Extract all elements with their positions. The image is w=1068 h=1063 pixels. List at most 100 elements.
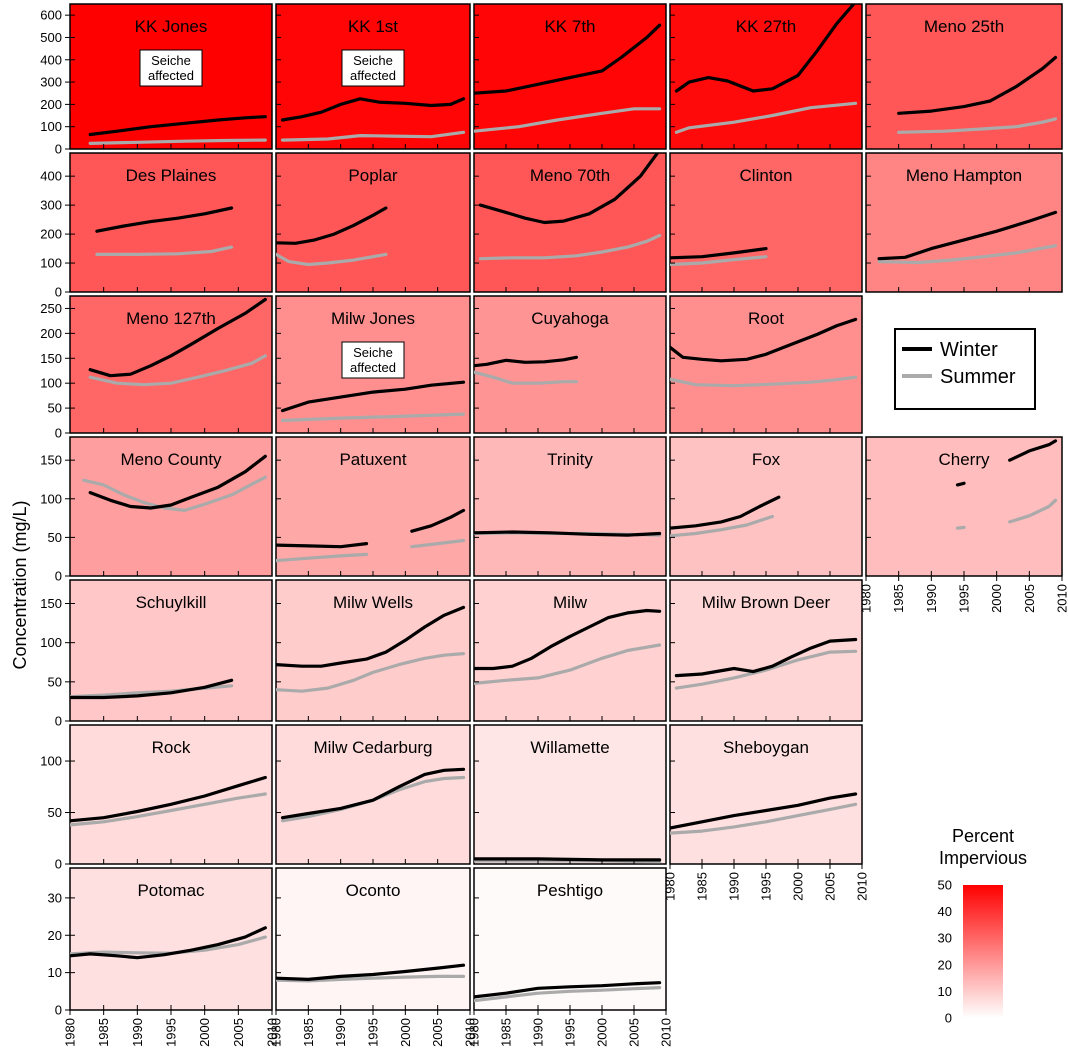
x-tick-label: 1995 <box>563 1018 578 1047</box>
annotation-box <box>341 341 405 379</box>
annotation-line: Seiche <box>151 53 191 68</box>
colorbar-tick-label: 10 <box>938 984 952 999</box>
panel-background <box>473 152 667 293</box>
panel-lines <box>280 97 466 142</box>
x-tick-label: 2005 <box>823 872 838 901</box>
y-tick-label: 200 <box>40 97 62 112</box>
x-tick-label: 2010 <box>1055 584 1068 613</box>
panel-peshtigo: Peshtigo <box>473 867 667 1011</box>
x-tick-label: 1995 <box>164 1018 179 1047</box>
panel-lines <box>474 530 662 537</box>
x-tick-label: 2005 <box>430 1018 445 1047</box>
series-line-winter <box>670 495 781 530</box>
y-tick-label: 200 <box>40 227 62 242</box>
y-tick-label: 50 <box>48 805 62 820</box>
x-tick-label: 2010 <box>659 1018 674 1047</box>
panel-lines <box>478 153 662 261</box>
series-line-winter <box>877 210 1058 261</box>
y-tick-label: 200 <box>40 326 62 341</box>
series-line-summer <box>670 255 768 267</box>
y-tick-label: 50 <box>48 401 62 416</box>
x-tick-label: 1995 <box>957 584 972 613</box>
series-line-summer <box>897 117 1058 134</box>
series-line-winter <box>88 297 267 378</box>
panel-milw-wells: Milw Wells <box>275 579 471 722</box>
panel-rock: Rock <box>69 724 273 865</box>
x-tick-label: 2010 <box>265 1018 280 1047</box>
series-line-winter <box>276 542 369 549</box>
colorbar-tick-label: 40 <box>938 904 952 919</box>
x-tick-label: 1980 <box>269 1018 284 1047</box>
series-line-summer <box>474 643 662 685</box>
legend-label-summer: Summer <box>940 366 1016 388</box>
y-tick-label: 100 <box>40 754 62 769</box>
series-line-winter <box>280 380 466 413</box>
panel-background <box>669 295 863 434</box>
panel-cuyahoga: Cuyahoga <box>473 295 667 434</box>
series-line-winter <box>70 926 267 960</box>
colorbar-tick-label: 0 <box>945 1011 952 1026</box>
panel-background <box>865 436 1063 577</box>
panel-lines <box>88 297 267 387</box>
x-tick-label: 2010 <box>463 1018 478 1047</box>
series-line-winter <box>474 608 662 671</box>
panel-title: KK 27th <box>736 17 797 36</box>
panel-title: Meno Hampton <box>906 166 1022 185</box>
panel-milw-brown-deer: Milw Brown Deer <box>669 579 863 722</box>
series-line-winter <box>670 792 858 830</box>
series-line-winter <box>410 508 466 533</box>
panel-clinton: Clinton <box>669 152 863 293</box>
panel-background <box>669 152 863 293</box>
panel-lines <box>474 355 578 385</box>
panel-background <box>275 152 471 293</box>
series-line-winter <box>478 153 660 225</box>
panel-title: Schuylkill <box>136 593 207 612</box>
panel-trinity: Trinity <box>473 436 667 577</box>
series-line-summer <box>276 652 466 693</box>
panel-title: Milw Wells <box>333 593 413 612</box>
panel-title: Clinton <box>740 166 793 185</box>
series-line-winter <box>670 247 768 260</box>
series-line-winter <box>276 605 466 668</box>
y-tick-label: 0 <box>55 569 62 584</box>
series-line-summer <box>276 552 369 563</box>
series-line-summer <box>474 370 578 385</box>
series-line-winter <box>276 963 466 981</box>
panel-lines <box>877 210 1058 265</box>
annotation-line: affected <box>148 68 194 83</box>
panel-lines <box>670 317 858 388</box>
series-line-winter <box>474 530 662 537</box>
series-line-summer <box>88 354 267 387</box>
panel-kk-7th: KK 7th <box>473 3 667 150</box>
panel-background <box>473 724 667 865</box>
series-line-summer <box>670 375 858 388</box>
series-line-summer <box>674 649 858 690</box>
panel-title: Oconto <box>346 881 401 900</box>
panel-poplar: Poplar <box>275 152 471 293</box>
panel-background <box>69 724 273 865</box>
x-tick-label: 2005 <box>1022 584 1037 613</box>
panel-sheboygan: Sheboygan <box>669 724 863 865</box>
legend-box <box>894 328 1036 410</box>
series-line-winter <box>280 767 466 820</box>
panel-kk-1st: KK 1st Seiche affected <box>275 3 471 150</box>
x-tick-label: 2010 <box>855 872 870 901</box>
panel-background <box>69 152 273 293</box>
x-tick-label: 1980 <box>859 584 874 613</box>
y-tick-label: 150 <box>40 351 62 366</box>
y-tick-label: 250 <box>40 301 62 316</box>
y-tick-label: 0 <box>55 285 62 300</box>
annotation-line: affected <box>350 68 396 83</box>
series-line-winter <box>70 678 234 700</box>
series-line-winter <box>280 97 466 122</box>
panel-meno-hampton: Meno Hampton <box>865 152 1063 293</box>
y-tick-label: 150 <box>40 453 62 468</box>
panel-lines <box>474 857 662 864</box>
x-tick-label: 2000 <box>595 1018 610 1047</box>
x-tick-label: 2000 <box>197 1018 212 1047</box>
panel-oconto: Oconto <box>275 867 471 1011</box>
panel-title: KK 7th <box>544 17 595 36</box>
series-line-summer <box>88 138 267 145</box>
panel-title: Patuxent <box>339 450 406 469</box>
x-tick-label: 1990 <box>924 584 939 613</box>
